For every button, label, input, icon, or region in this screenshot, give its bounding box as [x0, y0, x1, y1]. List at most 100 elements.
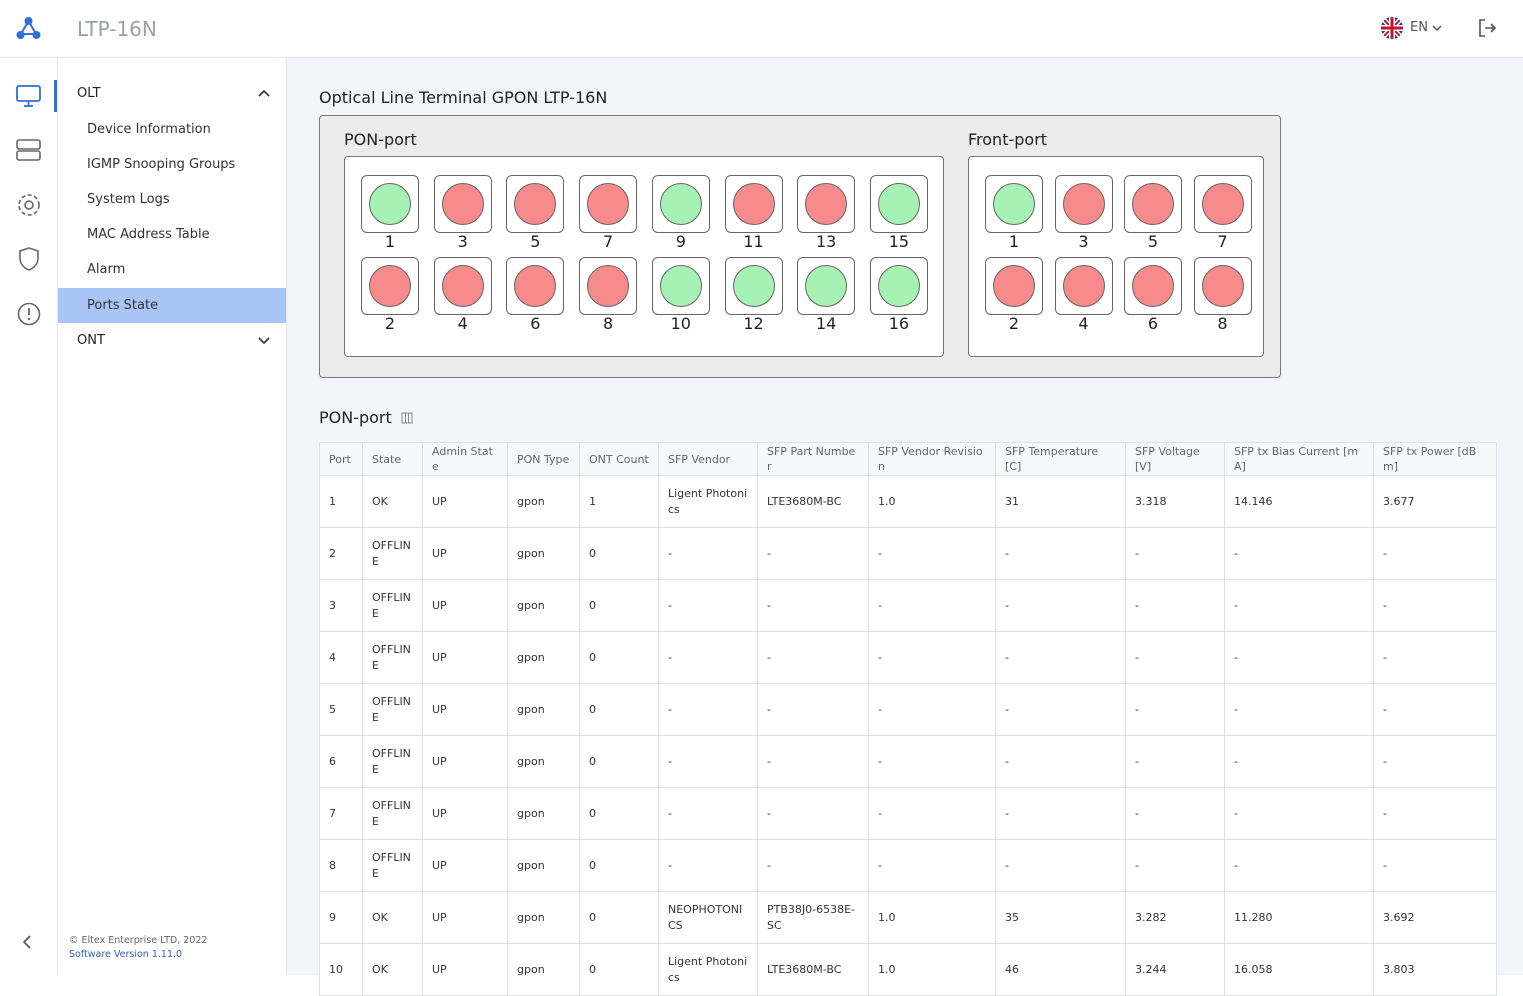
- port-status: [514, 265, 557, 307]
- port[interactable]: [506, 175, 565, 233]
- port[interactable]: [579, 257, 638, 315]
- port-status: [1201, 265, 1244, 307]
- port-label: 6: [1147, 314, 1159, 333]
- table-cell: -: [1224, 839, 1374, 892]
- device-panel: PON-port 1 2 3 4 5 6 7 8 9 10 11 12 13 14 15 16 Front-por…: [319, 115, 1281, 378]
- port-label: 3: [1078, 232, 1089, 251]
- port[interactable]: [985, 175, 1043, 233]
- table-cell: 3.803: [1373, 943, 1497, 996]
- menu-item[interactable]: IGMP Snooping Groups: [87, 157, 236, 172]
- port[interactable]: [651, 175, 710, 233]
- server-icon[interactable]: [16, 138, 42, 162]
- port-status: [993, 183, 1035, 225]
- port[interactable]: [1124, 257, 1182, 315]
- menu-item[interactable]: MAC Address Table: [87, 227, 210, 242]
- table-cell: 0: [579, 787, 659, 840]
- column-header: ONT Count: [579, 442, 659, 476]
- table-cell: OK: [362, 943, 423, 996]
- logout-button[interactable]: [1477, 18, 1497, 38]
- port[interactable]: [506, 257, 565, 315]
- port[interactable]: [361, 257, 419, 315]
- port-status: [805, 265, 848, 307]
- software-version[interactable]: Software Version 1.11.0: [69, 949, 183, 960]
- port[interactable]: [1193, 175, 1252, 233]
- collapse-button[interactable]: [20, 934, 34, 950]
- table-cell: gpon: [507, 631, 580, 684]
- port[interactable]: [433, 175, 492, 233]
- table-cell: -: [658, 631, 758, 684]
- port[interactable]: [651, 257, 710, 315]
- monitor-icon[interactable]: [16, 84, 42, 108]
- menu-group[interactable]: OLT: [58, 76, 286, 111]
- port[interactable]: [433, 257, 492, 315]
- port-label: 15: [888, 232, 910, 251]
- table-cell: UP: [422, 943, 508, 996]
- column-header: SFP Vendor Revision: [868, 442, 996, 476]
- table-cell: UP: [422, 527, 508, 580]
- port[interactable]: [724, 257, 783, 315]
- menu-item[interactable]: Device Information: [87, 122, 211, 137]
- table-cell: -: [1224, 787, 1374, 840]
- table-cell: -: [757, 527, 869, 580]
- menu-item[interactable]: Ports State: [58, 288, 286, 323]
- port-status: [877, 265, 920, 307]
- table-cell: OK: [362, 891, 423, 944]
- port[interactable]: [869, 257, 928, 315]
- port-group: 1 2 3 4 5 6 7 8: [968, 156, 1264, 357]
- table-cell: -: [868, 579, 996, 632]
- port[interactable]: [361, 175, 419, 233]
- table-cell: 7: [319, 787, 363, 840]
- table-cell: Ligent Photonics: [658, 943, 758, 996]
- table-cell: 6: [319, 735, 363, 788]
- table-cell: gpon: [507, 839, 580, 892]
- table-cell: gpon: [507, 475, 580, 528]
- flag-icon: [1381, 17, 1403, 39]
- port-status: [1132, 183, 1174, 225]
- chevron-up: [258, 89, 270, 97]
- port-group: 1 2 3 4 5 6 7 8 9 10 11 12 13 14 15 16: [344, 156, 944, 357]
- table-cell: PTB38J0-6538E-SC: [757, 891, 869, 944]
- port[interactable]: [1054, 257, 1113, 315]
- table-cell: -: [1125, 631, 1225, 684]
- table-cell: 3.692: [1373, 891, 1497, 944]
- table-cell: 31: [995, 475, 1126, 528]
- table-cell: -: [995, 839, 1126, 892]
- table-cell: 11.280: [1224, 891, 1374, 944]
- port[interactable]: [724, 175, 783, 233]
- port-status: [369, 265, 411, 307]
- table-cell: -: [1125, 683, 1225, 736]
- port[interactable]: [797, 175, 856, 233]
- port-status: [1201, 183, 1244, 225]
- port[interactable]: [579, 175, 638, 233]
- table-cell: OK: [362, 475, 423, 528]
- table-cell: OFFLINE: [362, 735, 423, 788]
- ports-table: Port State Admin State PON Type ONT Count SFP…: [319, 442, 1497, 996]
- table-cell: gpon: [507, 787, 580, 840]
- port-status: [1062, 183, 1105, 225]
- menu-item[interactable]: Alarm: [87, 262, 126, 277]
- port[interactable]: [985, 257, 1043, 315]
- table-cell: -: [1373, 787, 1497, 840]
- port[interactable]: [1193, 257, 1252, 315]
- menu-item[interactable]: System Logs: [87, 192, 170, 207]
- language-label: EN: [1410, 20, 1428, 35]
- port[interactable]: [797, 257, 856, 315]
- table-cell: -: [1373, 683, 1497, 736]
- port[interactable]: [869, 175, 928, 233]
- port[interactable]: [1124, 175, 1182, 233]
- security-icon[interactable]: [18, 246, 40, 272]
- column-header: State: [362, 442, 423, 476]
- alert-icon[interactable]: [16, 301, 42, 327]
- table-cell: -: [1224, 735, 1374, 788]
- menu-group[interactable]: ONT: [58, 323, 286, 358]
- language-selector[interactable]: EN: [1380, 16, 1444, 40]
- columns-button[interactable]: [401, 412, 413, 424]
- table-cell: 0: [579, 891, 659, 944]
- table-cell: UP: [422, 683, 508, 736]
- table-row: 8 OFFLINE UP gpon 0- - - - - - -: [319, 839, 1497, 892]
- port-label: 5: [1147, 232, 1159, 251]
- port-label: 5: [530, 232, 541, 251]
- table-cell: -: [995, 527, 1126, 580]
- settings-icon[interactable]: [16, 192, 42, 218]
- port[interactable]: [1054, 175, 1113, 233]
